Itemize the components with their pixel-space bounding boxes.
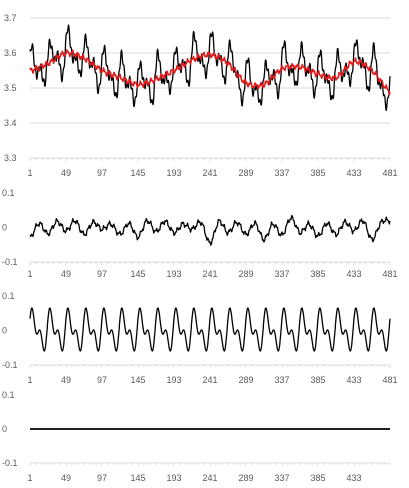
- x-tick-label: 289: [238, 269, 253, 279]
- chart-panel-3: -0.1 0 0.1 1 49 97 145 193 241 289 337 385 433 481: [2, 291, 398, 385]
- series-line-1: [29, 307, 391, 352]
- x-tick-label: 385: [310, 473, 325, 483]
- x-tick-label: 193: [166, 375, 181, 385]
- y-tick-label: 0.1: [2, 188, 15, 198]
- x-tick-label: 481: [382, 375, 397, 385]
- x-tick-label: 97: [97, 375, 107, 385]
- x-tick-label: 241: [202, 375, 217, 385]
- x-tick-label: 193: [166, 168, 181, 178]
- y-tick-label: 3.7: [4, 13, 17, 23]
- y-tick-label: 3.6: [4, 48, 17, 58]
- series-line-2: [29, 49, 391, 96]
- x-tick-label: 1: [27, 473, 32, 483]
- x-tick-label: 385: [310, 269, 325, 279]
- x-tick-label: 481: [382, 168, 397, 178]
- x-tick-label: 433: [346, 269, 361, 279]
- y-tick-label: -0.1: [2, 458, 18, 468]
- y-tick-label: -0.1: [2, 257, 18, 267]
- x-tick-label: 337: [274, 269, 289, 279]
- x-tick-label: 433: [346, 473, 361, 483]
- y-tick-label: 3.3: [4, 153, 17, 163]
- x-tick-label: 241: [202, 473, 217, 483]
- y-tick-label: -0.1: [2, 360, 18, 370]
- x-tick-label: 49: [61, 269, 71, 279]
- x-tick-label: 49: [61, 473, 71, 483]
- x-tick-label: 97: [97, 269, 107, 279]
- y-tick-label: 0: [2, 223, 7, 233]
- x-tick-label: 97: [97, 168, 107, 178]
- x-tick-label: 385: [310, 168, 325, 178]
- x-tick-label: 1: [27, 269, 32, 279]
- y-tick-label: 3.4: [4, 118, 17, 128]
- x-tick-label: 433: [346, 168, 361, 178]
- x-tick-label: 193: [166, 473, 181, 483]
- x-tick-label: 385: [310, 375, 325, 385]
- x-tick-label: 337: [274, 375, 289, 385]
- x-tick-label: 1: [27, 375, 32, 385]
- y-tick-label: 0: [2, 424, 7, 434]
- x-tick-label: 289: [238, 473, 253, 483]
- x-tick-label: 49: [61, 375, 71, 385]
- x-tick-label: 49: [61, 168, 71, 178]
- x-tick-label: 481: [382, 269, 397, 279]
- x-tick-label: 145: [130, 473, 145, 483]
- chart-panel-1: 3.3 3.4 3.5 3.6 3.7 1 49 97 145 193 241 289 337 385 43…: [4, 13, 398, 178]
- series-line-1: [29, 24, 391, 112]
- x-tick-label: 241: [202, 269, 217, 279]
- y-tick-label: 0.1: [2, 291, 15, 301]
- chart-panel-4: -0.1 0 0.1 1 49 97 145 193 241 289 337 385 433: [2, 390, 391, 483]
- x-tick-label: 289: [238, 375, 253, 385]
- x-tick-label: 97: [97, 473, 107, 483]
- y-tick-label: 0: [2, 326, 7, 336]
- series-line-1: [29, 214, 391, 246]
- x-tick-label: 145: [130, 375, 145, 385]
- x-tick-label: 145: [130, 168, 145, 178]
- y-tick-label: 0.1: [2, 390, 15, 400]
- x-tick-label: 193: [166, 269, 181, 279]
- x-tick-label: 289: [238, 168, 253, 178]
- x-tick-label: 433: [346, 375, 361, 385]
- x-tick-label: 1: [27, 168, 32, 178]
- x-tick-label: 241: [202, 168, 217, 178]
- chart-panel-2: -0.1 0 0.1 1 49 97 145 193 241 289 337 385 433 481: [2, 188, 398, 279]
- y-tick-label: 3.5: [4, 83, 17, 93]
- x-tick-label: 337: [274, 473, 289, 483]
- x-tick-label: 337: [274, 168, 289, 178]
- x-tick-label: 145: [130, 269, 145, 279]
